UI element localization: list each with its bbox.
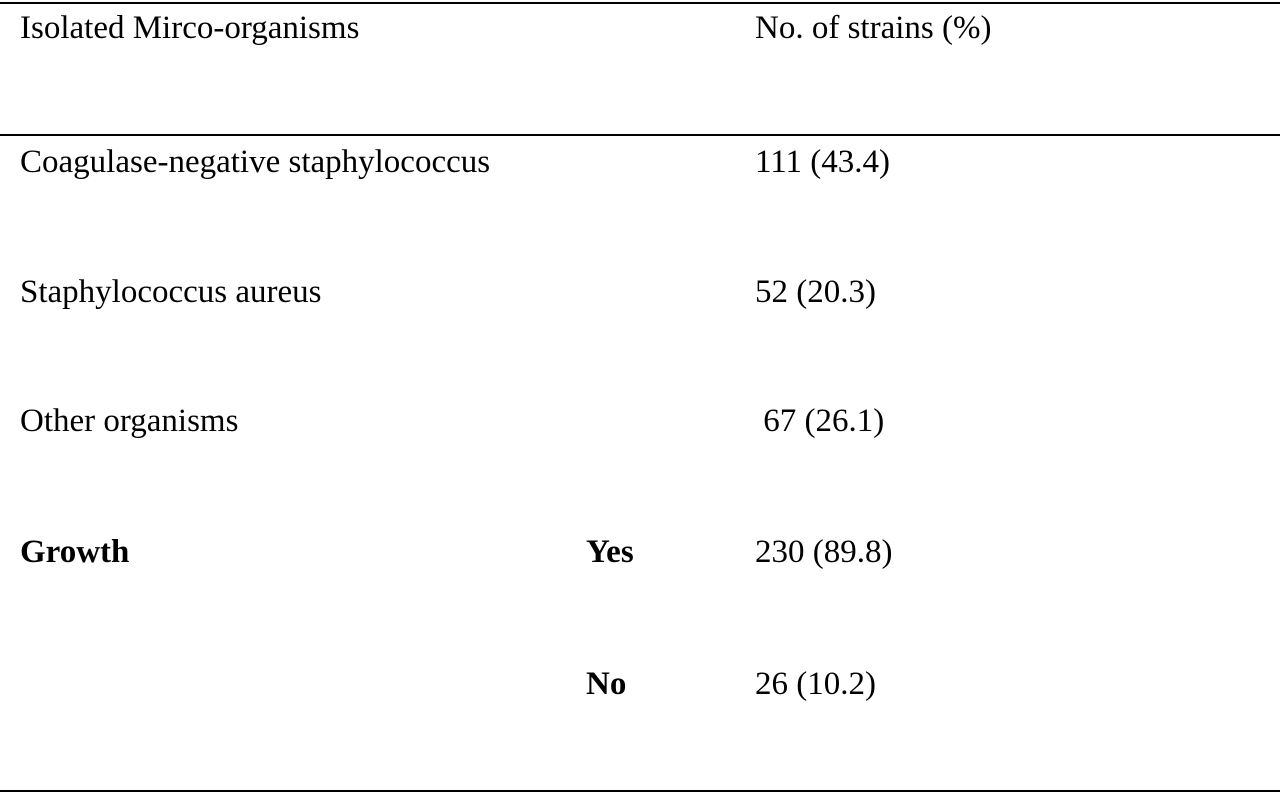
header-strains: No. of strains (%)	[755, 10, 992, 46]
row-strains: 67 (26.1)	[755, 403, 885, 439]
row-organism: Staphylococcus aureus	[20, 274, 322, 310]
header-organism: Isolated Mirco-organisms	[20, 10, 360, 46]
row-subgroup: No	[586, 666, 627, 702]
row-strains: 26 (10.2)	[755, 666, 876, 702]
row-strains: 52 (20.3)	[755, 274, 876, 310]
header-rule	[0, 134, 1280, 136]
row-strains: 111 (43.4)	[755, 144, 891, 180]
row-organism: Coagulase-negative staphylococcus	[20, 144, 491, 180]
row-subgroup: Yes	[586, 534, 634, 570]
table-top-rule	[0, 2, 1280, 4]
row-strains: 230 (89.8)	[755, 534, 893, 570]
row-organism: Growth	[20, 534, 130, 570]
table-bottom-rule	[0, 790, 1280, 792]
row-organism: Other organisms	[20, 403, 239, 439]
